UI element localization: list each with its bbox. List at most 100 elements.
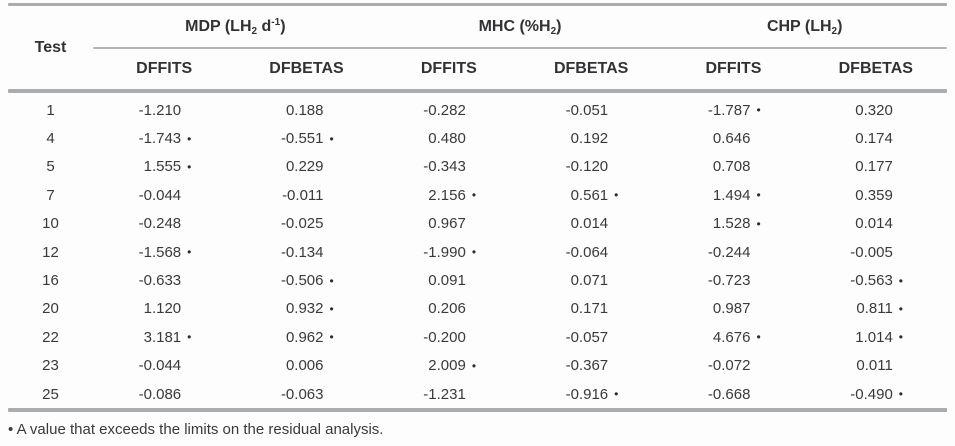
exceed-flag-marker: •: [756, 188, 761, 203]
table-footnote: • A value that exceeds the limits on the…: [8, 421, 384, 439]
data-cell: 0.962 •: [235, 329, 377, 346]
cell-value: 0.206: [428, 300, 466, 318]
cell-value: 0.177: [855, 158, 893, 176]
data-cell: 0.014: [805, 215, 947, 232]
data-cell: 0.171: [520, 300, 662, 317]
table-row: 25 -0.086 -0.063 -1.231 -0.916 • -0.668 -…: [8, 380, 947, 408]
cell-value: -0.668: [707, 385, 751, 403]
table-row: 12 -1.568 • -0.134 -1.990 • -0.064 -0.244 …: [8, 238, 947, 266]
test-number-cell: 5: [46, 158, 55, 176]
data-cell: 1.555 •: [93, 158, 235, 175]
exceed-flag-marker: •: [756, 103, 761, 118]
cell-value: 0.171: [570, 300, 609, 318]
cell-value: -0.086: [138, 385, 182, 403]
group-label-text: MDP (LH: [185, 17, 252, 35]
grouped-headers: MDP (LH2 d-1) MHC (%H2) CHP (LH2) DFFITS…: [93, 6, 947, 89]
data-cell: -0.134: [235, 244, 377, 261]
cell-value: -0.200: [423, 328, 466, 346]
cell-value: 0.192: [570, 130, 609, 148]
data-cell: 1.014 •: [805, 329, 947, 346]
data-cell: 0.071: [520, 272, 662, 289]
test-number-cell: 25: [42, 385, 59, 403]
data-cell: 0.011: [805, 357, 947, 374]
cell-value: 0.811: [856, 300, 893, 318]
cell-value: 0.561: [570, 186, 609, 204]
cell-value: -0.064: [565, 243, 609, 261]
data-cell: -0.051: [520, 102, 662, 119]
cell-value: -1.743: [138, 130, 182, 148]
cell-value: 0.091: [428, 272, 466, 290]
data-cell: -0.072: [662, 357, 804, 374]
cell-value: -1.210: [138, 101, 182, 119]
cell-value: -0.723: [707, 272, 751, 290]
exceed-flag-marker: •: [471, 245, 477, 260]
cell-value: 0.359: [855, 186, 893, 204]
exceed-flag-marker: •: [471, 188, 477, 203]
cell-value: -1.568: [138, 243, 182, 261]
cell-value: 1.494: [712, 186, 751, 204]
data-cell: 0.967: [378, 215, 520, 232]
data-cell: -0.367: [520, 357, 662, 374]
data-cell: -0.120: [520, 158, 662, 175]
data-cell: -0.063: [235, 386, 377, 403]
exceed-flag-marker: •: [614, 188, 619, 203]
data-cell: 0.006: [235, 357, 377, 374]
group-header-mdp: MDP (LH2 d-1): [93, 17, 378, 37]
cell-value: -0.563: [850, 272, 893, 290]
cell-value: 0.708: [712, 158, 751, 176]
data-cell: 0.320: [805, 102, 947, 119]
test-number-cell: 12: [42, 243, 59, 261]
column-header-dffits: DFFITS: [705, 60, 762, 77]
data-cell: -0.200: [378, 329, 520, 346]
data-cell: -1.743 •: [93, 130, 235, 147]
cell-value: -0.005: [850, 243, 893, 261]
superscript-text: -1: [271, 16, 281, 28]
cell-value: 0.188: [285, 101, 324, 119]
data-cell: 0.206: [378, 300, 520, 317]
group-label-text: ): [280, 17, 286, 35]
cell-value: -0.282: [423, 101, 466, 119]
subscript-text: 2: [831, 25, 838, 37]
test-number-cell: 22: [42, 328, 59, 346]
group-label-text: ): [837, 17, 843, 35]
exceed-flag-marker: •: [898, 301, 903, 316]
cell-value: 3.181: [143, 328, 182, 346]
data-cell: -1.568 •: [93, 244, 235, 261]
exceed-flag-marker: •: [471, 358, 477, 373]
exceed-flag-marker: •: [756, 330, 761, 345]
cell-value: 0.071: [570, 272, 609, 290]
data-cell: -0.086: [93, 386, 235, 403]
cell-value: 0.320: [855, 101, 893, 119]
test-number-cell: 23: [42, 357, 59, 375]
data-cell: -1.231: [378, 386, 520, 403]
cell-value: -0.343: [423, 158, 466, 176]
data-cell: 1.494 •: [662, 187, 804, 204]
cell-value: -0.051: [565, 101, 609, 119]
test-number-cell: 20: [42, 300, 59, 318]
cell-value: 0.480: [428, 130, 466, 148]
cell-value: -1.787: [707, 101, 751, 119]
table-row: 20 1.120 0.932 • 0.206 0.171 0.987 0.811 •: [8, 295, 947, 323]
exceed-flag-marker: •: [898, 387, 903, 402]
data-cell: -0.064: [520, 244, 662, 261]
cell-value: -0.025: [280, 215, 324, 233]
data-cell: 0.561 •: [520, 187, 662, 204]
table-top-rule: [8, 3, 947, 6]
group-header-row: MDP (LH2 d-1) MHC (%H2) CHP (LH2): [93, 6, 947, 47]
exceed-flag-marker: •: [187, 245, 192, 260]
data-cell: -0.633: [93, 272, 235, 289]
data-cell: -0.011: [235, 187, 377, 204]
cell-value: -0.916: [565, 385, 609, 403]
data-cell: 2.009 •: [378, 357, 520, 374]
data-cell: 0.987: [662, 300, 804, 317]
cell-value: -0.506: [280, 272, 324, 290]
sub-header-row: DFFITS DFBETAS DFFITS DFBETAS DFFITS DFB…: [93, 49, 947, 89]
cell-value: 0.006: [285, 357, 324, 375]
column-header-dffits: DFFITS: [420, 60, 477, 77]
data-cell: -0.563 •: [805, 272, 947, 289]
cell-value: -0.063: [280, 385, 324, 403]
table-row: 16 -0.633 -0.506 • 0.091 0.071 -0.723 -0.…: [8, 266, 947, 294]
data-cell: 3.181 •: [93, 329, 235, 346]
test-column-header: Test: [34, 38, 67, 56]
